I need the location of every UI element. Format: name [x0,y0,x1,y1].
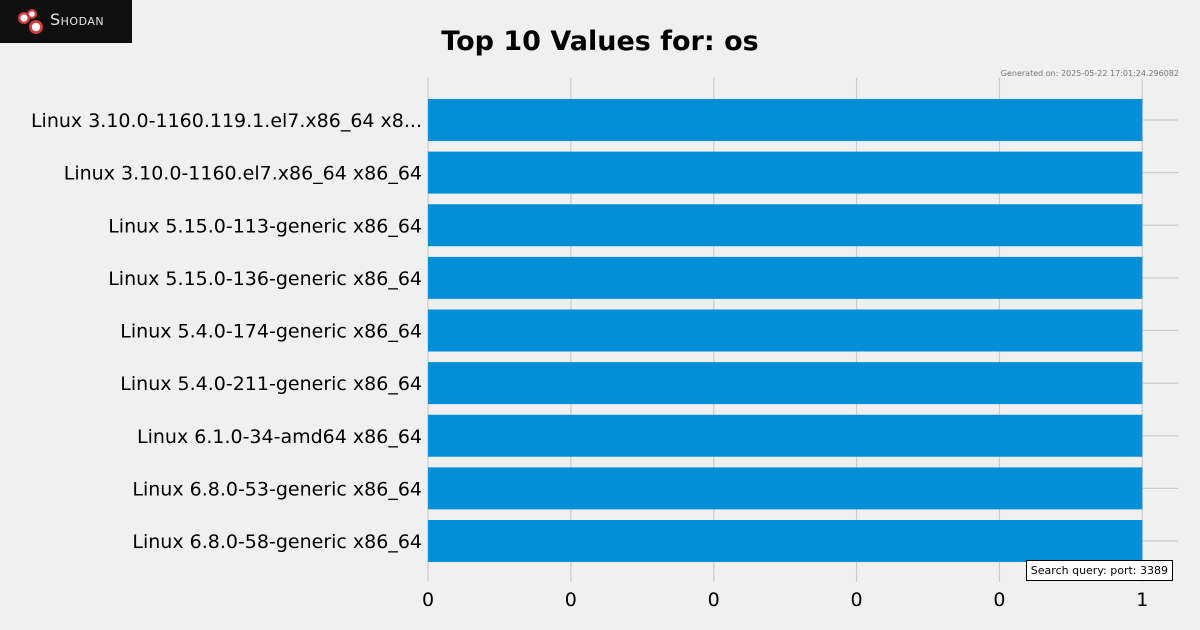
chart-title: Top 10 Values for: os [441,26,759,57]
x-tick-label: 0 [565,589,577,611]
bar [428,99,1143,141]
bar [428,256,1143,299]
y-tick-label: Linux 5.15.0-113-generic x86_64 [108,215,422,237]
y-tick-label: Linux 6.8.0-58-generic x86_64 [132,531,422,553]
bar [428,362,1143,405]
bar [428,467,1143,510]
bar [428,520,1143,562]
y-tick-label: Linux 5.15.0-136-generic x86_64 [108,268,422,290]
shodan-logo-icon [18,9,43,34]
x-tick-label: 0 [422,589,434,611]
y-tick-label: Linux 3.10.0-1160.el7.x86_64 x86_64 [64,163,422,185]
y-tick-label: Linux 6.1.0-34-amd64 x86_64 [137,426,422,448]
y-tick-label: Linux 3.10.0-1160.119.1.el7.x86_64 x8... [31,110,422,132]
x-tick-label: 0 [708,589,720,611]
bar [428,414,1143,457]
y-tick-label: Linux 5.4.0-211-generic x86_64 [120,373,422,395]
logo-text: Shodan [50,10,105,29]
bar [428,204,1143,247]
x-tick-label: 1 [1136,589,1148,611]
x-tick-label: 0 [851,589,863,611]
search-query-box: Search query: port: 3389 [1025,560,1173,581]
x-tick-label: 0 [993,589,1005,611]
shodan-logo: Shodan [0,0,132,43]
bar [428,309,1143,352]
bar [428,151,1143,194]
generated-timestamp: Generated on: 2025-05-22 17:01:24.296082 [1000,69,1179,78]
y-tick-label: Linux 5.4.0-174-generic x86_64 [120,321,422,343]
y-tick-label: Linux 6.8.0-53-generic x86_64 [132,478,422,500]
